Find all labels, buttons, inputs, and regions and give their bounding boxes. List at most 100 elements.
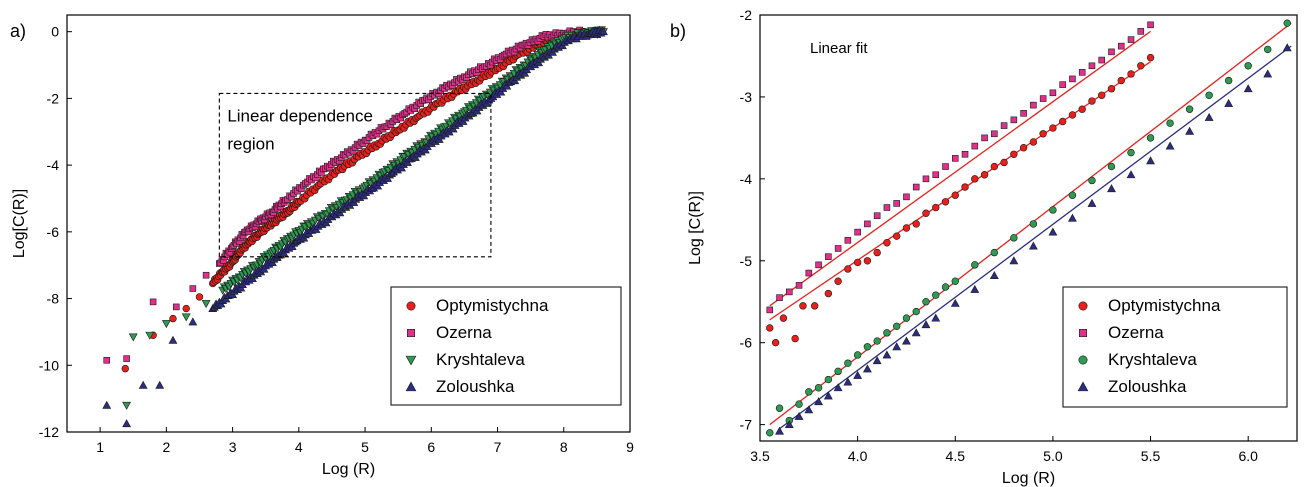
legend-entry: Optymistychna [1108,296,1221,315]
data-point [168,335,178,344]
data-point [941,283,950,291]
data-point [823,391,833,400]
data-point [1069,75,1076,83]
series-zoloushka [102,25,608,428]
data-point [824,375,833,384]
data-point [1185,126,1195,135]
y-tick-label: -3 [740,89,753,105]
data-point [863,257,872,265]
x-tick-label: 1 [96,439,104,455]
data-point [810,302,819,310]
data-point [1108,48,1115,56]
data-point [882,350,892,359]
data-point [1137,62,1145,70]
annotation-text: Linear fit [810,40,868,57]
data-point [776,294,783,301]
data-point [1039,130,1047,138]
data-point [893,200,900,207]
y-tick-label: -10 [39,357,59,373]
data-point [951,155,959,162]
data-point [902,314,911,322]
data-point [1185,105,1194,113]
data-point [931,313,941,322]
x-tick-label: 5 [361,439,369,455]
data-point [1088,176,1096,185]
legend-entry: Zoloushka [436,377,515,396]
y-tick-label: -4 [47,157,60,173]
data-point [815,261,822,269]
panel-a: a) 1 2 3 4 5 6 7 8 9 0 -2 -4 -6 -8 -10 -12 Log (R) Log[C(R… [10,14,634,478]
data-point [990,248,999,257]
x-tick-label: 2 [162,439,170,455]
data-point [1137,28,1145,35]
data-point [834,245,842,252]
data-point [1098,91,1106,99]
legend-entry: Zoloushka [1108,377,1187,396]
data-point [1029,220,1038,228]
panel-label: b) [670,21,686,41]
data-point [188,317,198,326]
data-point [189,285,197,292]
data-point [921,320,931,329]
data-point [791,334,799,343]
data-point [794,411,804,420]
data-point [149,298,157,306]
data-point [834,277,842,285]
data-point [1107,184,1116,193]
x-tick-label: 4.0 [848,448,868,464]
series-ozerna [766,21,1154,314]
y-tick-label: -5 [740,253,753,269]
data-point [195,293,204,301]
data-point [804,405,814,414]
data-point [951,191,959,199]
x-tick-label: 6.0 [1238,448,1258,464]
data-point [883,329,891,337]
data-point [1088,97,1096,105]
x-tick-label: 7 [494,439,502,455]
data-point [853,370,863,379]
data-point [1126,170,1136,179]
data-point [102,400,112,409]
y-tick-label: -4 [740,171,753,187]
fit-line [769,30,1151,307]
x-tick-label: 3.5 [750,448,770,464]
data-point [1283,19,1291,27]
data-point [599,27,608,36]
data-point [1068,213,1077,222]
data-point [1243,84,1253,93]
data-point [922,175,930,183]
legend-marker [405,355,417,366]
data-point [1165,141,1175,150]
data-point [1204,112,1214,121]
legend-marker [407,329,415,337]
data-point [1127,148,1135,157]
data-point [1058,117,1067,126]
data-point [775,404,784,412]
x-axis-label: Log (R) [1002,470,1055,487]
data-point [138,380,148,389]
series-kryshtaleva [122,26,608,410]
legend: Optymistychna Ozerna Kryshtaleva Zoloushka [390,286,622,406]
data-point [1107,85,1116,93]
x-tick-label: 4 [295,439,303,455]
y-tick-label: -2 [47,90,60,106]
data-point [981,134,988,142]
panel-b: b) 3.5 4.0 4.5 5.0 5.5 6.0 -2 -3 -4 -5 -6 -7 Log (R) L… [670,7,1298,487]
data-point [795,282,803,289]
data-point [854,228,861,236]
data-point [989,270,999,279]
data-point [1282,43,1292,52]
data-point [932,203,940,212]
data-point [1087,198,1097,207]
data-point [903,193,910,201]
data-point [1059,81,1066,88]
data-point [122,419,132,428]
data-point [1049,124,1057,132]
data-point [173,303,180,311]
data-point [1068,111,1077,119]
data-point [883,204,891,211]
data-point [1048,227,1058,236]
plot-frame [66,14,631,433]
data-point [1078,105,1086,113]
data-point [912,183,920,191]
